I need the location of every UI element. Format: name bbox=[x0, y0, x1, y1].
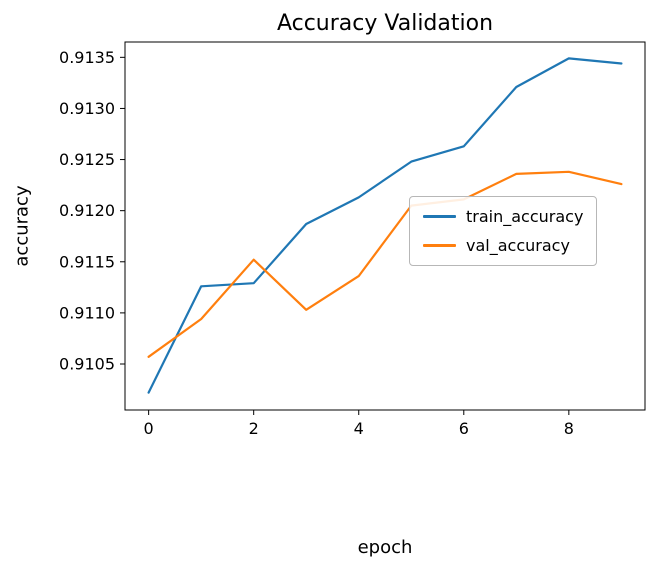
legend: train_accuracy val_accuracy bbox=[409, 196, 598, 266]
legend-line-swatch-train bbox=[423, 215, 456, 218]
x-tick-label: 6 bbox=[459, 419, 469, 438]
legend-label-val: val_accuracy bbox=[466, 236, 570, 255]
legend-entry-val-accuracy: val_accuracy bbox=[423, 236, 583, 255]
legend-label-train: train_accuracy bbox=[466, 207, 584, 226]
y-tick-label: 0.9135 bbox=[59, 48, 115, 67]
series-line-val_accuracy bbox=[147, 170, 623, 358]
x-tick-label: 2 bbox=[249, 419, 259, 438]
y-tick-label: 0.9125 bbox=[59, 150, 115, 169]
series-line-train_accuracy bbox=[147, 57, 623, 394]
x-tick-label: 4 bbox=[354, 419, 364, 438]
x-axis-label: epoch bbox=[357, 537, 413, 558]
x-tick-label: 0 bbox=[144, 419, 154, 438]
y-tick-label: 0.9130 bbox=[59, 99, 115, 118]
y-tick-label: 0.9120 bbox=[59, 201, 115, 220]
y-axis-label: accuracy bbox=[11, 185, 33, 267]
legend-entry-train-accuracy: train_accuracy bbox=[423, 207, 583, 226]
y-tick-label: 0.9105 bbox=[59, 355, 115, 374]
y-tick-label: 0.9110 bbox=[59, 303, 115, 322]
legend-line-swatch-val bbox=[423, 244, 456, 247]
x-tick-label: 8 bbox=[564, 419, 574, 438]
y-tick-label: 0.9115 bbox=[59, 252, 115, 271]
plot-frame bbox=[124, 41, 646, 411]
chart-title: Accuracy Validation bbox=[276, 11, 494, 36]
